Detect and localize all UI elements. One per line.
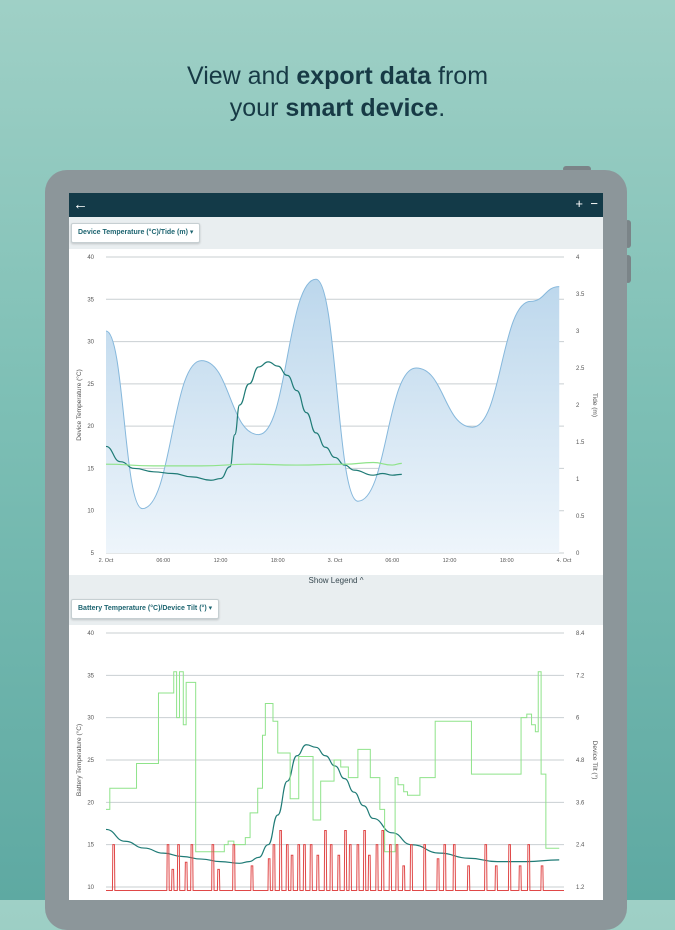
y-tick-label: 15 (87, 843, 94, 849)
app-bar: ← + − (69, 193, 603, 217)
y2-axis-label: Device Tilt (°) (591, 741, 599, 780)
y-tick-label: 15 (87, 466, 94, 472)
x-tick-label: 18:00 (500, 558, 514, 564)
y-tick-label: 10 (87, 885, 94, 891)
y-tick-label: 20 (87, 424, 94, 430)
y-tick-label: 35 (87, 297, 94, 303)
y-tick-label: 40 (87, 255, 94, 261)
chart1-series-dropdown[interactable]: Device Temperature (°C)/Tide (m) ▾ (71, 223, 201, 243)
tide-area (106, 279, 560, 553)
y2-tick-label: 8.4 (576, 631, 585, 637)
y2-tick-label: 2.5 (576, 366, 585, 372)
show-legend-button[interactable]: Show Legend ^ (308, 576, 364, 585)
battery-temperature-line (105, 461, 402, 467)
y-tick-label: 30 (87, 340, 94, 346)
y2-tick-label: 1 (576, 477, 580, 483)
y2-tick-label: 2 (576, 403, 580, 409)
back-arrow-icon[interactable]: ← (73, 196, 88, 213)
x-tick-label: 12:00 (443, 558, 457, 564)
y2-tick-label: 4.8 (576, 758, 585, 764)
tablet-button-side (625, 255, 631, 283)
y-axis-label: Device Temperature (°C) (75, 369, 83, 440)
y2-tick-label: 7.2 (576, 673, 585, 679)
tilt-spikes-line (106, 830, 564, 892)
y2-tick-label: 2.4 (576, 843, 585, 849)
y2-tick-label: 3.6 (576, 800, 585, 806)
y-tick-label: 10 (87, 509, 94, 515)
y2-tick-label: 0 (576, 551, 580, 557)
y2-tick-label: 0.5 (576, 514, 585, 520)
x-tick-label: 06:00 (385, 558, 399, 564)
battery-temperature-line (105, 744, 560, 864)
y-tick-label: 5 (91, 551, 95, 557)
y2-axis-label: Tide (m) (591, 393, 598, 417)
x-tick-label: 4. Oct (557, 558, 572, 564)
y-tick-label: 25 (87, 382, 94, 388)
x-tick-label: 06:00 (156, 558, 170, 564)
tablet-button-top (563, 166, 591, 172)
x-tick-label: 18:00 (271, 558, 285, 564)
chart2-series-dropdown[interactable]: Battery Temperature (°C)/Device Tilt (°)… (71, 599, 220, 619)
x-tick-label: 3. Oct (328, 558, 343, 564)
y-tick-label: 35 (87, 673, 94, 679)
chart1-selector-bar: Device Temperature (°C)/Tide (m) ▾ (69, 217, 603, 249)
y-axis-label: Battery Temperature (°C) (75, 724, 83, 796)
promo-headline: View and export data from your smart dev… (0, 60, 675, 124)
app-screen: ← + − Device Temperature (°C)/Tide (m) ▾… (69, 193, 603, 900)
headline-line-1: View and export data from (186, 62, 489, 90)
y-tick-label: 20 (87, 800, 94, 806)
x-tick-label: 12:00 (214, 558, 228, 564)
y2-tick-label: 3 (576, 329, 580, 335)
chart2-plot: 40 35 30 25 20 15 10 8.4 7.2 6 4.8 3.6 2.4 1.2 Battery… (75, 631, 599, 892)
y2-tick-label: 4 (576, 255, 580, 261)
tablet-button-side (625, 220, 631, 248)
y-tick-label: 25 (87, 758, 94, 764)
x-tick-label: 2. Oct (99, 558, 114, 564)
chart1-plot: 40 35 30 25 20 15 10 5 4 3.5 3 2.5 2 1.5 1 0.5 0 Device T… (75, 255, 598, 564)
chart2-selector-bar: Show Legend ^ Battery Temperature (°C)/D… (69, 575, 603, 625)
y2-tick-label: 1.2 (576, 885, 585, 891)
device-tilt-line (106, 671, 560, 853)
zoom-in-icon[interactable]: + (575, 196, 583, 211)
tide-line (105, 278, 560, 510)
device-temperature-line (105, 361, 402, 481)
zoom-out-icon[interactable]: − (590, 196, 598, 211)
y2-tick-label: 1.5 (576, 440, 585, 446)
y-tick-label: 30 (87, 716, 94, 722)
y2-tick-label: 3.5 (576, 292, 585, 298)
y-tick-label: 40 (87, 631, 94, 637)
y2-tick-label: 6 (576, 716, 580, 722)
headline-line-2: your smart device. (229, 94, 446, 122)
